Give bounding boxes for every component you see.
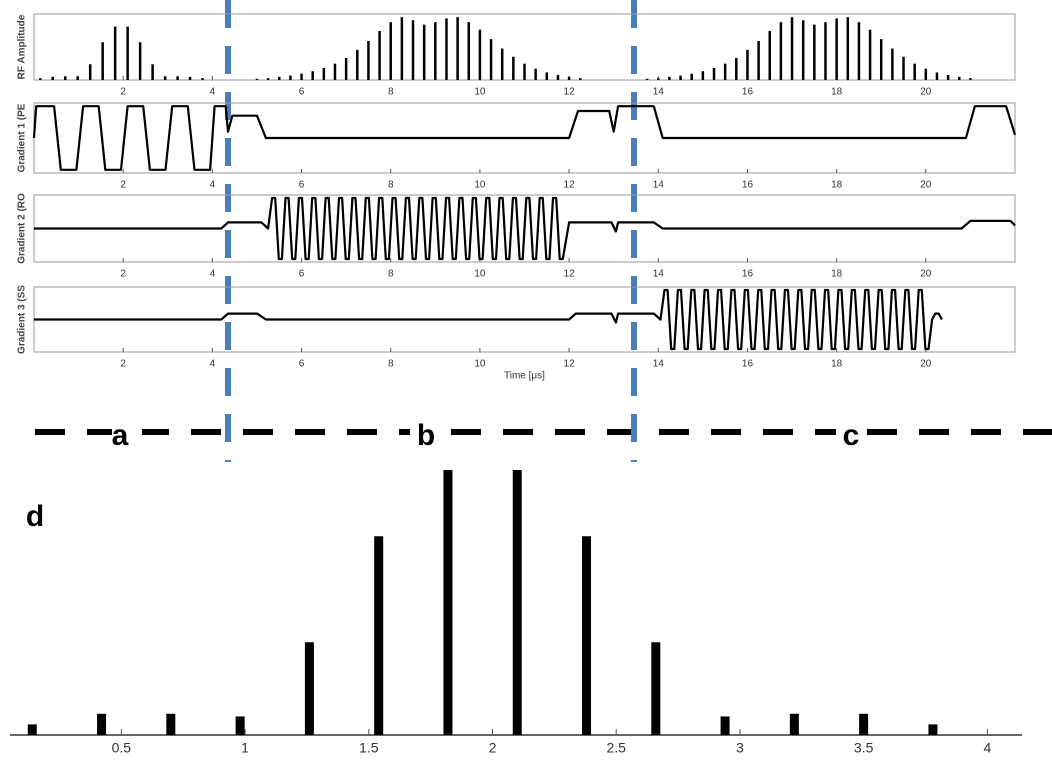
x-tick-label: 18 xyxy=(831,359,843,370)
section-label: c xyxy=(843,419,860,452)
gradient-waveform xyxy=(34,288,943,351)
x-tick-label: 3.5 xyxy=(854,740,874,756)
x-tick-label: 1 xyxy=(241,740,249,756)
x-tick-label: 4 xyxy=(210,359,216,370)
x-tick-label: 6 xyxy=(299,359,305,370)
x-tick-label: 2 xyxy=(120,87,126,98)
x-tick-label: 20 xyxy=(920,87,932,98)
x-tick-label: 16 xyxy=(742,180,754,191)
x-tick-label: 18 xyxy=(831,87,843,98)
x-tick-label: 10 xyxy=(474,180,486,191)
x-tick-label: 12 xyxy=(564,87,576,98)
x-tick-label: 8 xyxy=(388,87,394,98)
section-label: a xyxy=(112,419,129,452)
x-tick-label: 8 xyxy=(388,269,394,280)
y-axis-label: Gradient 3 (SS xyxy=(17,285,28,354)
x-tick-label: 20 xyxy=(920,359,932,370)
section-label: b xyxy=(417,419,435,452)
y-axis-label: Gradient 1 (PE xyxy=(17,103,28,172)
x-tick-label: 14 xyxy=(653,359,665,370)
gradient-waveform xyxy=(32,105,1017,171)
x-tick-label: 2 xyxy=(120,359,126,370)
x-tick-label: 8 xyxy=(388,180,394,191)
x-tick-label: 3 xyxy=(736,740,744,756)
x-tick-label: 2 xyxy=(489,740,497,756)
x-tick-label: 16 xyxy=(742,87,754,98)
x-tick-label: 14 xyxy=(653,269,665,280)
x-tick-label: 14 xyxy=(653,87,665,98)
x-tick-label: 6 xyxy=(299,269,305,280)
x-tick-label: 16 xyxy=(742,269,754,280)
panel-label: d xyxy=(26,500,44,533)
x-axis-label: Time [μs] xyxy=(504,371,545,382)
label-bg xyxy=(112,420,142,446)
x-tick-label: 1.5 xyxy=(359,740,379,756)
x-tick-label: 6 xyxy=(299,87,305,98)
x-tick-label: 2 xyxy=(120,269,126,280)
x-tick-label: 18 xyxy=(831,180,843,191)
x-tick-label: 2 xyxy=(120,180,126,191)
x-tick-label: 4 xyxy=(210,87,216,98)
x-tick-label: 10 xyxy=(474,269,486,280)
x-tick-label: 20 xyxy=(920,180,932,191)
x-tick-label: 4 xyxy=(210,180,216,191)
x-tick-label: 10 xyxy=(474,359,486,370)
x-tick-label: 12 xyxy=(564,269,576,280)
x-tick-label: 4 xyxy=(210,269,216,280)
y-axis-label: Gradient 2 (RO xyxy=(17,193,28,264)
x-tick-label: 12 xyxy=(564,180,576,191)
x-tick-label: 12 xyxy=(564,359,576,370)
x-tick-label: 0.5 xyxy=(112,740,132,756)
label-bg xyxy=(410,420,442,446)
x-tick-label: 14 xyxy=(653,180,665,191)
x-tick-label: 10 xyxy=(474,87,486,98)
y-axis-label: RF Amplitude xyxy=(17,14,28,79)
x-tick-label: 18 xyxy=(831,269,843,280)
x-tick-label: 4 xyxy=(983,740,991,756)
x-tick-label: 8 xyxy=(388,359,394,370)
x-tick-label: 16 xyxy=(742,359,754,370)
x-tick-label: 20 xyxy=(920,269,932,280)
x-tick-label: 6 xyxy=(299,180,305,191)
gradient-waveform xyxy=(34,196,1016,261)
label-bg xyxy=(836,420,866,446)
x-tick-label: 2.5 xyxy=(606,740,626,756)
